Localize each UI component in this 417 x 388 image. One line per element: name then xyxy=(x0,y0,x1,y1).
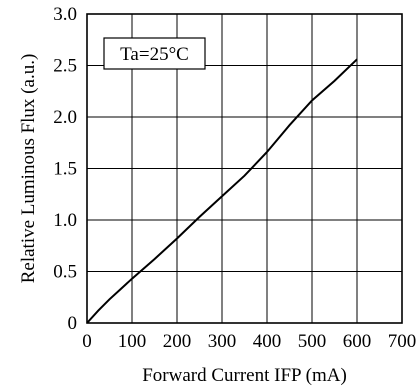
annotation-frame xyxy=(103,37,206,70)
y-tick-labels: 0 0.5 1.0 1.5 2.0 2.5 3.0 xyxy=(53,4,77,334)
x-tick-label-7: 700 xyxy=(388,331,417,352)
x-tick-label-2: 200 xyxy=(163,331,192,352)
y-tick-label-1: 0.5 xyxy=(53,262,77,283)
x-tick-label-1: 100 xyxy=(118,331,147,352)
x-tick-label-0: 0 xyxy=(82,331,92,352)
plot-frame xyxy=(86,13,403,324)
x-tick-label-3: 300 xyxy=(208,331,237,352)
x-axis-label: Forward Current IFP (mA) xyxy=(142,365,347,386)
x-tick-labels: 0 100 200 300 400 500 600 700 xyxy=(82,331,416,352)
annotation-text: Ta=25°C xyxy=(120,44,189,65)
y-tick-label-4: 2.0 xyxy=(53,107,77,128)
annotation-box: Ta=25°C xyxy=(103,37,206,70)
y-tick-label-0: 0 xyxy=(68,313,78,334)
y-tick-label-6: 3.0 xyxy=(53,4,77,25)
x-tick-label-4: 400 xyxy=(253,331,282,352)
x-tick-label-6: 600 xyxy=(343,331,372,352)
series-line xyxy=(86,58,358,324)
y-axis-label: Relative Luminous Flux (a.u.) xyxy=(18,54,39,284)
y-tick-label-2: 1.0 xyxy=(53,210,77,231)
y-tick-label-3: 1.5 xyxy=(53,159,77,180)
y-tick-label-5: 2.5 xyxy=(53,56,77,77)
x-tick-label-5: 500 xyxy=(298,331,327,352)
